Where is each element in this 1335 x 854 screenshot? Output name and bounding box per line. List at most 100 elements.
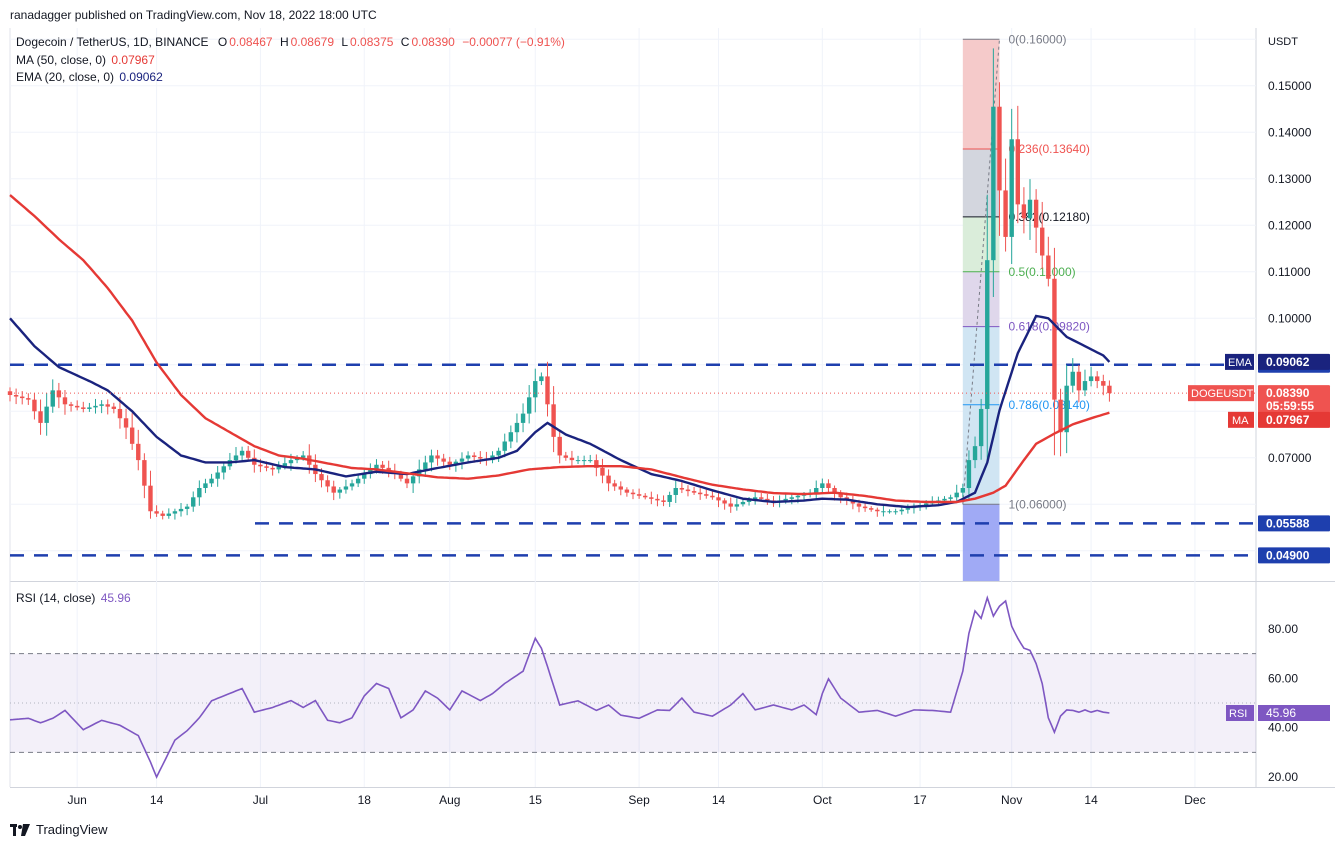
rsi-tick-label: 20.00 — [1268, 770, 1298, 784]
candle-body — [429, 455, 434, 463]
symbol-name-badge: DOGEUSDT — [1188, 385, 1254, 402]
candle-body — [600, 467, 605, 476]
current-price-badge-text-1: 05:59:55 — [1266, 399, 1314, 413]
candle-body — [624, 489, 630, 493]
candle-body — [875, 509, 880, 512]
candle-body — [1070, 371, 1075, 386]
candle-body — [1003, 190, 1008, 237]
fib-label-1: 1(0.06000) — [1008, 497, 1066, 511]
candle-body — [533, 381, 538, 398]
candle-body — [649, 497, 654, 499]
candle-body — [832, 488, 837, 493]
candle-body — [850, 500, 856, 504]
level-badge-0.04900-text-0: 0.04900 — [1266, 548, 1310, 562]
ema-price-badge-text-0: 0.09062 — [1266, 355, 1310, 369]
ohlc-open: O 0.08467 — [217, 35, 273, 49]
main-legend: Dogecoin / TetherUS, 1D, BINANCE O 0.0846… — [16, 35, 565, 49]
candle-body — [575, 460, 581, 462]
fib-label-0.382: 0.382(0.12180) — [1008, 210, 1089, 224]
candle-body — [56, 390, 62, 398]
time-tick-label: Jul — [253, 793, 268, 807]
ma-price-badge: 0.07967 — [1258, 411, 1330, 428]
candle-body — [435, 455, 440, 459]
candle-body — [423, 462, 428, 470]
candle-body — [710, 495, 715, 498]
level-badge-0.05588-bg — [1258, 515, 1330, 532]
price-tick-label: 0.15000 — [1268, 79, 1312, 93]
candle-body — [478, 457, 483, 459]
time-tick-label: Nov — [1001, 793, 1022, 807]
candle-body — [13, 395, 19, 397]
candle-body — [526, 397, 532, 414]
candle-body — [1015, 139, 1020, 205]
rsi-current-badge-text: 45.96 — [1266, 706, 1296, 720]
time-tick-label: 17 — [913, 793, 927, 807]
time-tick-label: Sep — [628, 793, 650, 807]
candle-body — [1027, 199, 1033, 219]
candle-body — [398, 474, 404, 479]
ema-price-badge: 0.09062 — [1258, 353, 1330, 370]
candle-body — [722, 500, 727, 504]
candle-body — [154, 511, 159, 514]
candle-body — [673, 488, 678, 495]
candle-body — [679, 488, 685, 490]
symbol-name-badge-bg — [1188, 385, 1254, 402]
candle-body — [471, 455, 477, 458]
fib-label-0.236: 0.236(0.13640) — [1008, 142, 1089, 156]
candle-body — [1033, 199, 1039, 228]
candle-body — [557, 436, 562, 456]
candle-body — [661, 500, 666, 502]
candle-body — [93, 405, 98, 408]
candle-body — [355, 478, 361, 484]
candle-body — [789, 497, 795, 499]
rsi-legend[interactable]: RSI (14, close) 45.96 — [16, 591, 131, 605]
candle-body — [380, 464, 385, 468]
symbol-title[interactable]: Dogecoin / TetherUS, 1D, BINANCE — [16, 35, 209, 49]
candle-body — [62, 397, 68, 405]
candle-body — [1046, 255, 1051, 279]
price-tick-label: 0.07000 — [1268, 451, 1312, 465]
candle-body — [166, 513, 172, 516]
candle-body — [685, 489, 691, 492]
candle-body — [704, 494, 709, 496]
candle-body — [520, 413, 526, 423]
tradingview-name: TradingView — [36, 822, 108, 837]
fib-zone-0.5 — [962, 271, 1000, 327]
ema-name-badge-bg — [1225, 353, 1254, 370]
candle-body — [667, 494, 672, 502]
time-axis-layer: Jun 14 Jul 18 Aug 15 Sep 14 Oct 17 Nov 14 Dec — [68, 793, 1206, 807]
ma-price-badge-text-0: 0.07967 — [1266, 413, 1310, 427]
symbol-name-badge-text: DOGEUSDT — [1191, 388, 1254, 400]
time-tick-label: Dec — [1184, 793, 1205, 807]
candle-body — [978, 408, 984, 447]
candle-body — [111, 406, 117, 409]
level-badge-0.05588: 0.05588 — [1258, 515, 1330, 532]
price-tick-label: 0.14000 — [1268, 125, 1312, 139]
candle-body — [1009, 139, 1014, 237]
candle-body — [734, 504, 740, 507]
ma-legend[interactable]: MA (50, close, 0) 0.07967 — [16, 53, 155, 67]
candle-body — [1058, 399, 1063, 433]
time-tick-label: 15 — [529, 793, 543, 807]
candle-body — [233, 455, 239, 461]
candle-body — [343, 486, 349, 490]
rsi-tick-label: 80.00 — [1268, 622, 1298, 636]
tradingview-brand[interactable]: TradingView — [10, 822, 108, 837]
candle-body — [563, 455, 569, 458]
rsi-name-badge-text: RSI — [1229, 708, 1247, 720]
candle-body — [1107, 385, 1112, 394]
candle-body — [81, 407, 86, 409]
candle-body — [869, 508, 874, 510]
candle-body — [960, 488, 966, 493]
candle-body — [826, 483, 831, 489]
ema-legend[interactable]: EMA (20, close, 0) 0.09062 — [16, 70, 163, 84]
candle-body — [270, 467, 275, 470]
candle-body — [197, 488, 202, 498]
time-tick-label: 14 — [1084, 793, 1098, 807]
candle-body — [282, 463, 288, 467]
candle-body — [32, 399, 37, 412]
candle-body — [966, 460, 972, 489]
